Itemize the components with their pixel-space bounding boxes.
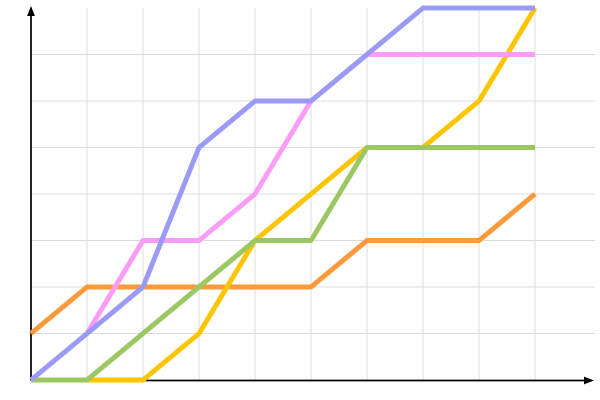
y-axis-arrow-icon <box>27 6 35 16</box>
series-layer <box>29 5 538 383</box>
series-line-yellow <box>87 6 538 383</box>
x-axis-arrow-icon <box>584 376 594 385</box>
series-line-blue <box>29 5 535 382</box>
series-line-green <box>31 145 535 383</box>
series-line-orange <box>29 192 537 336</box>
